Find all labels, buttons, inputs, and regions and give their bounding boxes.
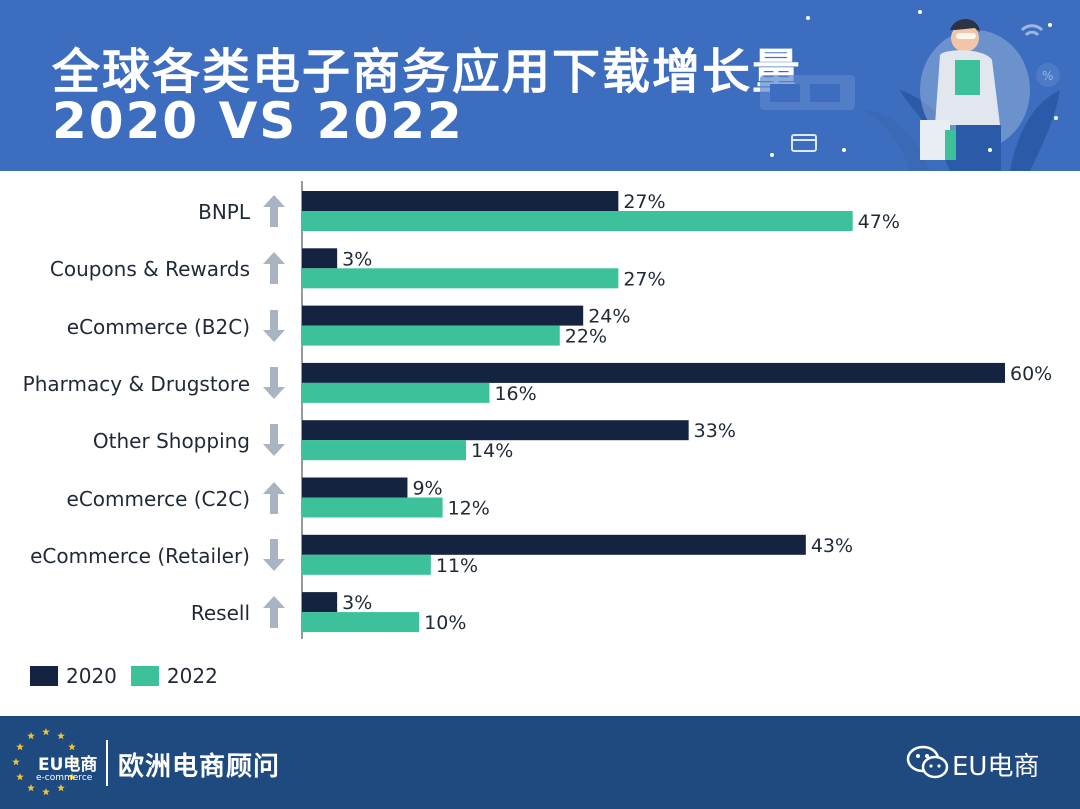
data-label-2020-2: 24% xyxy=(588,306,630,328)
bar-2020-3 xyxy=(302,362,1005,383)
bar-2020-6 xyxy=(302,534,806,555)
bar-2020-4 xyxy=(302,420,689,441)
legend-swatch-2022 xyxy=(130,666,159,686)
arrow-up-icon xyxy=(263,596,285,629)
footer-bar: EU电商 e-commerce 欧洲电商顾问 EU电商 xyxy=(0,716,1080,809)
bar-2022-7 xyxy=(302,612,420,633)
bar-2022-4 xyxy=(302,440,467,461)
legend-swatch-2020 xyxy=(30,666,58,686)
bar-2022-6 xyxy=(302,554,431,575)
data-label-2020-1: 3% xyxy=(342,248,372,270)
category-label-0: BNPL xyxy=(198,200,250,224)
svg-text:%: % xyxy=(1042,69,1053,83)
data-label-2020-3: 60% xyxy=(1010,363,1052,385)
bar-2020-5 xyxy=(302,477,408,498)
arrow-down-icon xyxy=(263,366,285,399)
legend: 2020 2022 xyxy=(30,664,232,688)
footer-logo-text: EU电商 xyxy=(38,755,98,775)
bar-2022-2 xyxy=(302,325,560,346)
legend-label-2022: 2022 xyxy=(166,664,218,688)
chart-subtitle: 2020 VS 2022 xyxy=(52,92,464,150)
data-label-2022-3: 16% xyxy=(494,383,536,405)
category-label-2: eCommerce (B2C) xyxy=(66,314,250,339)
arrow-up-icon xyxy=(263,481,285,514)
bar-2022-3 xyxy=(302,382,490,403)
footer-wechat-account: EU电商 xyxy=(952,752,1040,782)
data-label-2022-4: 14% xyxy=(471,440,513,462)
arrow-down-icon xyxy=(263,538,285,571)
bar-2020-2 xyxy=(302,305,584,326)
wechat-icon xyxy=(906,745,949,779)
bar-2020-0 xyxy=(302,191,619,211)
data-label-2020-7: 3% xyxy=(342,592,372,614)
data-label-2022-6: 11% xyxy=(436,555,478,577)
data-label-2022-5: 12% xyxy=(448,498,490,520)
arrow-up-icon xyxy=(263,252,285,285)
shopping-illustration: % xyxy=(760,10,1060,171)
bar-2022-1 xyxy=(302,268,619,289)
bar-chart: 27% 47% 3% 27% 24%22% 60% 16% 33% 14% 9% 12% 43% 11%… xyxy=(301,181,1052,639)
data-label-2022-7: 10% xyxy=(424,612,466,634)
data-label-2022-2: 22% xyxy=(565,326,607,348)
chart-area: 27% 47% 3% 27% 24% 22% 60% 16% 33% 14% 9% 12% 43% 11%… xyxy=(0,171,1080,716)
legend-item-2020: 2020 xyxy=(30,664,117,688)
data-label-2020-4: 33% xyxy=(694,420,736,442)
data-label-2020-5: 9% xyxy=(412,478,442,500)
category-label-6: eCommerce (Retailer) xyxy=(30,543,250,568)
arrow-down-icon xyxy=(263,309,285,342)
eu-stars-logo-icon xyxy=(12,728,80,796)
header-banner: 全球各类电子商务应用下载增长量 2020 VS 2022 % xyxy=(0,0,1080,171)
data-label-2020-0: 27% xyxy=(623,191,665,213)
legend-item-2022: 2022 xyxy=(130,664,218,688)
footer-brand-name: 欧洲电商顾问 xyxy=(118,752,281,782)
legend-label-2020: 2020 xyxy=(66,664,117,688)
footer-logo-subtext: e-commerce xyxy=(36,773,93,783)
bar-2020-1 xyxy=(302,248,338,269)
bar-2022-5 xyxy=(302,497,443,518)
category-label-1: Coupons & Rewards xyxy=(49,257,250,282)
arrow-up-icon xyxy=(263,195,285,227)
category-label-4: Other Shopping xyxy=(92,429,250,454)
footer-divider xyxy=(106,740,108,786)
arrow-down-icon xyxy=(263,424,285,457)
data-label-2022-1: 27% xyxy=(623,268,665,290)
bar-2020-7 xyxy=(302,592,338,613)
category-label-7: Resell xyxy=(190,601,250,626)
data-label-2020-6: 43% xyxy=(811,535,853,557)
data-label-2022-0: 47% xyxy=(858,211,900,233)
category-label-5: eCommerce (C2C) xyxy=(66,486,250,511)
chart-title: 全球各类电子商务应用下载增长量 xyxy=(52,44,803,100)
bar-2022-0 xyxy=(302,211,853,231)
category-label-3: Pharmacy & Drugstore xyxy=(22,371,250,396)
